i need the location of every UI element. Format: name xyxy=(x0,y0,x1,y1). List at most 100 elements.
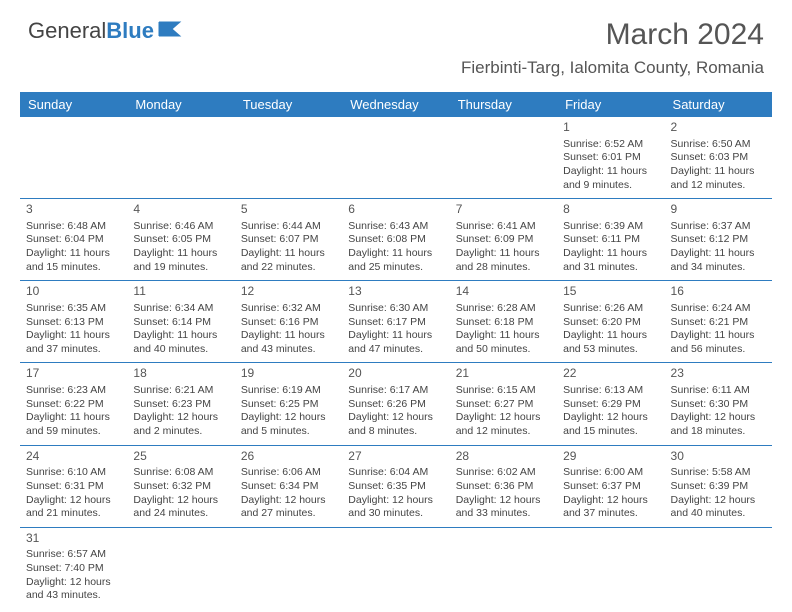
day-number: 14 xyxy=(456,284,551,300)
day-header: Sunday xyxy=(20,92,127,117)
day-number: 4 xyxy=(133,202,228,218)
day-number: 20 xyxy=(348,366,443,382)
sunset-text: Sunset: 6:23 PM xyxy=(133,398,228,412)
daylight-text: Daylight: 12 hours xyxy=(26,494,121,508)
sunrise-text: Sunrise: 6:28 AM xyxy=(456,302,551,316)
sunrise-text: Sunrise: 6:50 AM xyxy=(671,138,766,152)
day-number: 1 xyxy=(563,120,658,136)
sunset-text: Sunset: 6:05 PM xyxy=(133,233,228,247)
day-header: Saturday xyxy=(665,92,772,117)
daylight-text: Daylight: 12 hours xyxy=(563,411,658,425)
daylight-text: and 34 minutes. xyxy=(671,261,766,275)
daylight-text: Daylight: 12 hours xyxy=(563,494,658,508)
sunrise-text: Sunrise: 6:00 AM xyxy=(563,466,658,480)
day-number: 16 xyxy=(671,284,766,300)
day-header: Friday xyxy=(557,92,664,117)
daylight-text: Daylight: 11 hours xyxy=(348,247,443,261)
daylight-text: Daylight: 11 hours xyxy=(563,165,658,179)
calendar-cell xyxy=(20,117,127,199)
calendar-cell: 29Sunrise: 6:00 AMSunset: 6:37 PMDayligh… xyxy=(557,445,664,527)
daylight-text: and 56 minutes. xyxy=(671,343,766,357)
month-title: March 2024 xyxy=(461,18,764,52)
calendar-cell xyxy=(665,527,772,609)
daylight-text: and 12 minutes. xyxy=(456,425,551,439)
sunrise-text: Sunrise: 6:46 AM xyxy=(133,220,228,234)
sunrise-text: Sunrise: 6:17 AM xyxy=(348,384,443,398)
sunset-text: Sunset: 7:40 PM xyxy=(26,562,121,576)
sunset-text: Sunset: 6:17 PM xyxy=(348,316,443,330)
calendar-cell xyxy=(342,527,449,609)
sunset-text: Sunset: 6:22 PM xyxy=(26,398,121,412)
sunrise-text: Sunrise: 6:10 AM xyxy=(26,466,121,480)
calendar-cell: 1Sunrise: 6:52 AMSunset: 6:01 PMDaylight… xyxy=(557,117,664,199)
calendar-cell: 16Sunrise: 6:24 AMSunset: 6:21 PMDayligh… xyxy=(665,281,772,363)
daylight-text: and 53 minutes. xyxy=(563,343,658,357)
sunrise-text: Sunrise: 6:19 AM xyxy=(241,384,336,398)
calendar-cell: 20 Sunrise: 6:17 AMSunset: 6:26 PMDayligh… xyxy=(342,363,449,445)
daylight-text: Daylight: 11 hours xyxy=(671,329,766,343)
daylight-text: Daylight: 12 hours xyxy=(456,411,551,425)
day-number: 24 xyxy=(26,449,121,465)
daylight-text: and 25 minutes. xyxy=(348,261,443,275)
sunset-text: Sunset: 6:26 PM xyxy=(348,398,443,412)
daylight-text: and 50 minutes. xyxy=(456,343,551,357)
sunset-text: Sunset: 6:35 PM xyxy=(348,480,443,494)
daylight-text: and 33 minutes. xyxy=(456,507,551,521)
day-number: 27 xyxy=(348,449,443,465)
logo-text-blue: Blue xyxy=(106,18,154,44)
daylight-text: and 2 minutes. xyxy=(133,425,228,439)
calendar-cell: 26Sunrise: 6:06 AMSunset: 6:34 PMDayligh… xyxy=(235,445,342,527)
calendar-cell: 11Sunrise: 6:34 AMSunset: 6:14 PMDayligh… xyxy=(127,281,234,363)
daylight-text: and 8 minutes. xyxy=(348,425,443,439)
calendar-cell: 6Sunrise: 6:43 AMSunset: 6:08 PMDaylight… xyxy=(342,199,449,281)
sunrise-text: Sunrise: 6:21 AM xyxy=(133,384,228,398)
sunrise-text: Sunrise: 6:34 AM xyxy=(133,302,228,316)
daylight-text: and 5 minutes. xyxy=(241,425,336,439)
daylight-text: Daylight: 11 hours xyxy=(671,165,766,179)
sunset-text: Sunset: 6:34 PM xyxy=(241,480,336,494)
day-number: 13 xyxy=(348,284,443,300)
daylight-text: Daylight: 11 hours xyxy=(133,329,228,343)
calendar-cell: 31Sunrise: 6:57 AMSunset: 7:40 PMDayligh… xyxy=(20,527,127,609)
daylight-text: and 59 minutes. xyxy=(26,425,121,439)
calendar-cell: 21Sunrise: 6:15 AMSunset: 6:27 PMDayligh… xyxy=(450,363,557,445)
day-number: 11 xyxy=(133,284,228,300)
daylight-text: Daylight: 11 hours xyxy=(563,247,658,261)
calendar-cell xyxy=(557,527,664,609)
calendar-cell xyxy=(235,117,342,199)
day-number: 7 xyxy=(456,202,551,218)
calendar-cell xyxy=(235,527,342,609)
daylight-text: and 21 minutes. xyxy=(26,507,121,521)
daylight-text: Daylight: 11 hours xyxy=(26,329,121,343)
sunset-text: Sunset: 6:37 PM xyxy=(563,480,658,494)
daylight-text: Daylight: 11 hours xyxy=(456,329,551,343)
day-number: 18 xyxy=(133,366,228,382)
daylight-text: Daylight: 12 hours xyxy=(133,411,228,425)
daylight-text: Daylight: 11 hours xyxy=(26,411,121,425)
sunset-text: Sunset: 6:20 PM xyxy=(563,316,658,330)
sunset-text: Sunset: 6:36 PM xyxy=(456,480,551,494)
calendar-cell xyxy=(450,117,557,199)
daylight-text: and 24 minutes. xyxy=(133,507,228,521)
daylight-text: Daylight: 12 hours xyxy=(348,411,443,425)
daylight-text: Daylight: 12 hours xyxy=(133,494,228,508)
calendar-cell: 10Sunrise: 6:35 AMSunset: 6:13 PMDayligh… xyxy=(20,281,127,363)
daylight-text: and 27 minutes. xyxy=(241,507,336,521)
sunrise-text: Sunrise: 6:37 AM xyxy=(671,220,766,234)
sunset-text: Sunset: 6:29 PM xyxy=(563,398,658,412)
sunset-text: Sunset: 6:07 PM xyxy=(241,233,336,247)
calendar-cell: 19Sunrise: 6:19 AMSunset: 6:25 PMDayligh… xyxy=(235,363,342,445)
daylight-text: Daylight: 11 hours xyxy=(671,247,766,261)
calendar-cell: 25Sunrise: 6:08 AMSunset: 6:32 PMDayligh… xyxy=(127,445,234,527)
day-number: 31 xyxy=(26,531,121,547)
location-text: Fierbinti-Targ, Ialomita County, Romania xyxy=(461,58,764,78)
calendar-cell xyxy=(450,527,557,609)
calendar-row: 24Sunrise: 6:10 AMSunset: 6:31 PMDayligh… xyxy=(20,445,772,527)
sunrise-text: Sunrise: 6:32 AM xyxy=(241,302,336,316)
day-number: 17 xyxy=(26,366,121,382)
daylight-text: and 15 minutes. xyxy=(26,261,121,275)
logo: GeneralBlue xyxy=(28,18,184,44)
calendar-cell: 27Sunrise: 6:04 AMSunset: 6:35 PMDayligh… xyxy=(342,445,449,527)
calendar-cell: 4Sunrise: 6:46 AMSunset: 6:05 PMDaylight… xyxy=(127,199,234,281)
flag-icon xyxy=(158,18,184,44)
